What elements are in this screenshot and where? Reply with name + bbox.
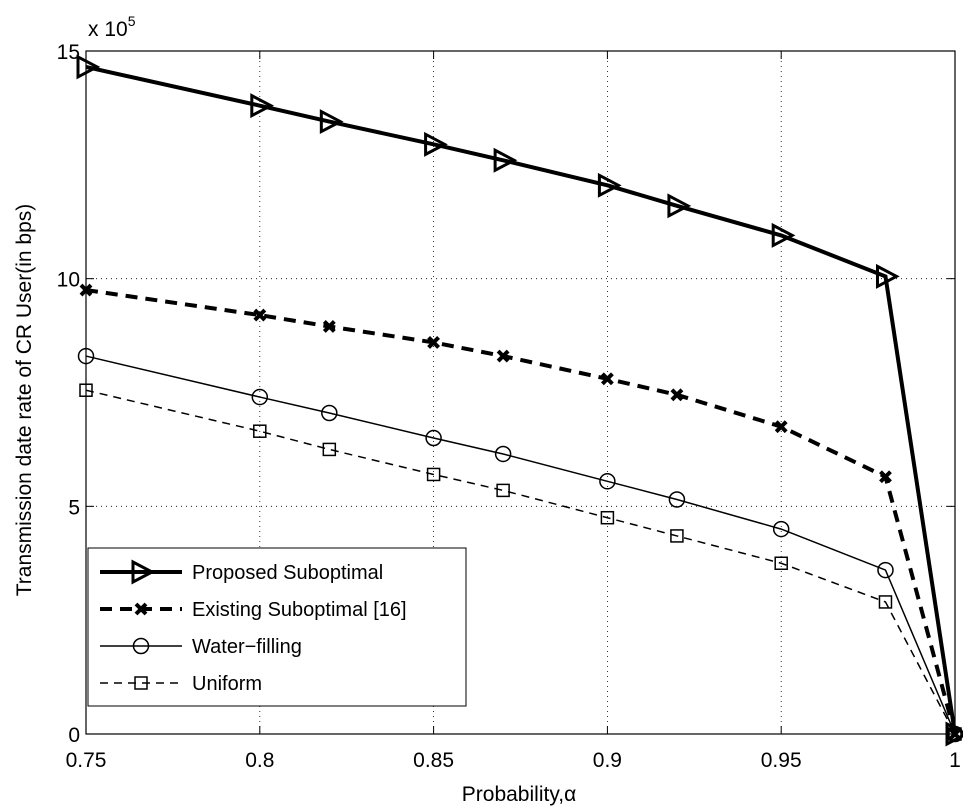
data-point bbox=[76, 54, 101, 80]
series-line bbox=[85, 389, 956, 735]
series-2 bbox=[79, 283, 962, 741]
data-point bbox=[597, 172, 622, 198]
series-line bbox=[85, 288, 957, 735]
data-point bbox=[427, 335, 441, 349]
data-point bbox=[493, 147, 518, 173]
data-point bbox=[424, 131, 448, 157]
legend: Proposed Suboptimal Existing Suboptimal [… bbox=[87, 547, 467, 707]
data-point bbox=[667, 193, 692, 219]
data-point bbox=[879, 470, 892, 484]
legend-marker bbox=[134, 676, 148, 690]
legend-entry: Proposed Suboptimal bbox=[100, 559, 383, 585]
y-axis-multiplier: x 105 bbox=[88, 13, 136, 41]
data-point bbox=[321, 404, 338, 422]
data-point bbox=[251, 388, 269, 406]
data-point bbox=[426, 467, 441, 482]
data-point bbox=[250, 93, 275, 119]
y-tick-label: 15 bbox=[57, 41, 80, 64]
y-tick-label: 0 bbox=[68, 724, 80, 747]
plot-frame bbox=[85, 50, 956, 735]
data-point bbox=[599, 473, 616, 490]
legend-label: Existing Suboptimal [16] bbox=[192, 599, 407, 621]
data-point bbox=[253, 308, 267, 322]
legend-entry: Water−filling bbox=[100, 636, 302, 658]
x-axis-label: Probability,α bbox=[462, 783, 576, 806]
y-tick-label: 5 bbox=[68, 496, 80, 519]
x-tick-label: 0.95 bbox=[761, 749, 802, 772]
data-point bbox=[670, 388, 684, 402]
legend-box bbox=[87, 547, 467, 707]
data-point bbox=[670, 529, 684, 543]
x-tick-label: 0.75 bbox=[66, 749, 107, 772]
x-tick-label: 1 bbox=[949, 749, 961, 772]
data-point bbox=[425, 429, 442, 447]
data-point bbox=[774, 420, 788, 434]
y-tick-label: 10 bbox=[57, 269, 80, 292]
legend-label: Uniform bbox=[192, 673, 262, 695]
y-multiplier-base: x 10 bbox=[88, 18, 128, 41]
data-point bbox=[771, 222, 796, 248]
data-point bbox=[877, 561, 894, 579]
data-point bbox=[494, 445, 512, 463]
legend-entry: Uniform bbox=[100, 673, 262, 695]
data-point bbox=[668, 491, 686, 508]
data-point bbox=[772, 520, 790, 538]
data-point bbox=[496, 349, 510, 363]
series-line bbox=[85, 64, 957, 735]
series-lines bbox=[76, 54, 963, 747]
legend-entries: Proposed Suboptimal Existing Suboptimal [… bbox=[100, 559, 407, 695]
data-point bbox=[322, 442, 337, 457]
data-point bbox=[600, 372, 614, 386]
data-point bbox=[319, 109, 344, 135]
legend-marker bbox=[134, 602, 148, 616]
series-line bbox=[85, 355, 956, 735]
x-tick-label: 0.85 bbox=[413, 749, 454, 772]
y-axis-label: Transmission date rate of CR User(in bps… bbox=[13, 204, 36, 597]
legend-entry: Existing Suboptimal [16] bbox=[100, 599, 407, 621]
y-multiplier-exponent: 5 bbox=[128, 13, 136, 29]
legend-label: Proposed Suboptimal bbox=[192, 562, 383, 584]
legend-label: Water−filling bbox=[192, 636, 302, 658]
x-tick-label: 0.8 bbox=[245, 749, 274, 772]
data-point bbox=[774, 556, 788, 570]
data-point bbox=[322, 320, 336, 333]
data-point bbox=[878, 595, 893, 609]
data-point bbox=[253, 424, 267, 438]
legend-marker bbox=[131, 559, 156, 585]
legend-marker bbox=[132, 637, 150, 655]
data-point bbox=[875, 263, 900, 289]
data-point bbox=[600, 510, 615, 525]
data-point bbox=[496, 483, 510, 498]
x-tick-label: 0.9 bbox=[593, 749, 622, 772]
